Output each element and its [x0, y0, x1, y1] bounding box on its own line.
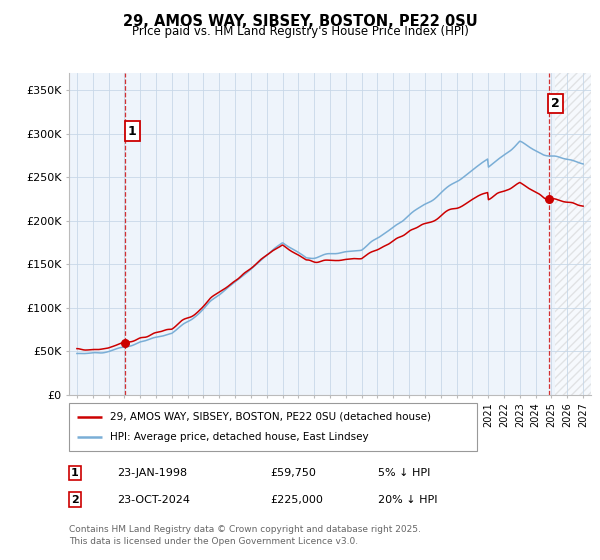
Text: 23-JAN-1998: 23-JAN-1998 — [117, 468, 187, 478]
Point — [544, 194, 553, 203]
Text: HPI: Average price, detached house, East Lindsey: HPI: Average price, detached house, East… — [110, 432, 368, 442]
Text: £59,750: £59,750 — [270, 468, 316, 478]
Text: Price paid vs. HM Land Registry's House Price Index (HPI): Price paid vs. HM Land Registry's House … — [131, 25, 469, 38]
Text: 1: 1 — [128, 125, 137, 138]
Text: 29, AMOS WAY, SIBSEY, BOSTON, PE22 0SU: 29, AMOS WAY, SIBSEY, BOSTON, PE22 0SU — [122, 14, 478, 29]
Text: £225,000: £225,000 — [270, 494, 323, 505]
Text: 2: 2 — [551, 97, 560, 110]
Text: 1: 1 — [71, 468, 79, 478]
Text: Contains HM Land Registry data © Crown copyright and database right 2025.
This d: Contains HM Land Registry data © Crown c… — [69, 525, 421, 546]
Text: 29, AMOS WAY, SIBSEY, BOSTON, PE22 0SU (detached house): 29, AMOS WAY, SIBSEY, BOSTON, PE22 0SU (… — [110, 412, 431, 422]
Text: 23-OCT-2024: 23-OCT-2024 — [117, 494, 190, 505]
Point — [121, 338, 130, 347]
FancyBboxPatch shape — [69, 403, 477, 451]
Text: 2: 2 — [71, 494, 79, 505]
Text: 20% ↓ HPI: 20% ↓ HPI — [378, 494, 437, 505]
Text: 5% ↓ HPI: 5% ↓ HPI — [378, 468, 430, 478]
